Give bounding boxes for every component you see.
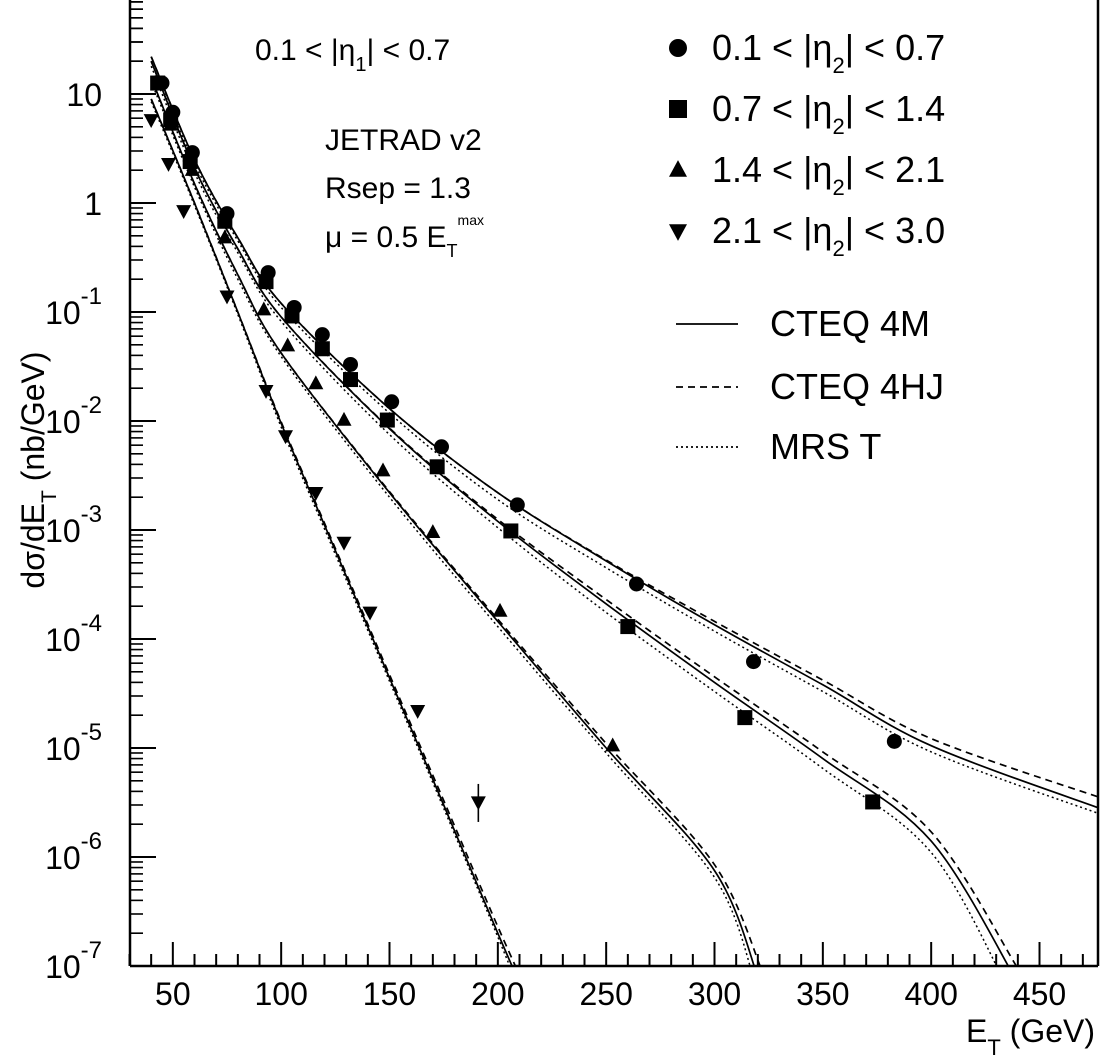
curve-mrst: [150, 101, 511, 966]
y-tick-label: 10-4: [45, 610, 102, 658]
legend-marker-series-2: [669, 100, 687, 118]
data-point-series-4: [161, 157, 177, 172]
x-tick-label: 350: [796, 976, 849, 1012]
data-point-series-4: [176, 205, 192, 219]
data-point-series-1: [509, 497, 525, 513]
rsep-annotation: Rsep = 1.3: [325, 172, 471, 205]
legend-marker-series-3: [669, 160, 687, 177]
data-point-series-3: [605, 737, 621, 752]
data-point-series-4: [362, 606, 378, 621]
y-tick-label: 10-6: [45, 828, 102, 876]
axis-ticks: [128, 1, 1084, 967]
data-points: [143, 75, 902, 822]
data-point-series-4: [219, 290, 235, 305]
data-point-series-2: [620, 619, 636, 635]
data-point-series-4: [410, 705, 426, 719]
curve-cteq4m: [150, 77, 756, 966]
data-point-series-3: [336, 411, 352, 426]
data-point-series-2: [379, 412, 395, 428]
y-tick-label: 10-1: [45, 283, 102, 331]
data-point-series-3: [425, 524, 441, 539]
legend-marker-series-4: [669, 224, 687, 241]
y-tick-label: 10-7: [45, 937, 102, 985]
scale-annotation: μ = 0.5 ETmax: [325, 212, 484, 261]
curve-cteq4hj: [150, 98, 517, 966]
data-point-series-2: [284, 308, 300, 324]
x-tick-label: 250: [579, 976, 632, 1012]
x-tick-label: 100: [254, 976, 307, 1012]
curve-mrst: [150, 60, 1098, 815]
data-point-series-3: [492, 602, 508, 617]
y-tick-label: 10-2: [45, 392, 102, 440]
data-point-series-4: [143, 114, 159, 129]
generator-annotation: JETRAD v2: [325, 124, 482, 157]
data-point-series-4: [258, 384, 274, 399]
y-tick-labels: 10-7 10-6 10-5 10-4 10-3 10-2 10-1 1 10: [45, 77, 102, 985]
data-point-series-3: [280, 337, 296, 352]
legend-label-series-3: 1.4 < |η2| < 2.1: [712, 149, 945, 200]
x-tick-label: 300: [688, 976, 741, 1012]
curve-cteq4hj: [150, 56, 1098, 798]
data-point-series-2: [150, 75, 166, 91]
eta1-cut-annotation: 0.1 < |η1| < 0.7: [255, 34, 450, 76]
data-point-series-4: [308, 487, 324, 501]
data-point-series-2: [865, 794, 881, 810]
legend-marker-series-1: [669, 39, 687, 57]
data-point-series-2: [429, 459, 445, 475]
x-tick-labels: 50 100 150 200 250 300 350 400 450: [155, 976, 1066, 1012]
x-tick-label: 50: [155, 976, 191, 1012]
data-point-series-3: [308, 375, 324, 390]
y-tick-label: 1: [84, 186, 102, 222]
legend-line-label: CTEQ 4HJ: [770, 366, 944, 407]
legend-label-series-4: 2.1 < |η2| < 3.0: [712, 210, 945, 261]
y-tick-label: 10-5: [45, 719, 102, 767]
legend-line-label: CTEQ 4M: [770, 303, 930, 344]
curve-cteq4m: [150, 98, 513, 966]
data-point-series-1: [434, 439, 450, 455]
data-point-series-1: [314, 327, 330, 343]
data-point-series-2: [503, 523, 519, 539]
data-point-series-4: [336, 536, 352, 551]
curve-mrst: [150, 81, 751, 966]
x-tick-label: 150: [363, 976, 416, 1012]
data-point-series-1: [746, 654, 762, 670]
curve-cteq4m: [150, 56, 1098, 809]
x-tick-label: 450: [1013, 976, 1066, 1012]
data-point-series-2: [258, 274, 274, 290]
curve-cteq4hj: [150, 77, 762, 966]
curve-cteq4hj: [150, 60, 1018, 966]
y-axis-title: dσ/dET (nb/GeV): [15, 351, 61, 588]
legend-label-series-2: 0.7 < |η2| < 1.4: [712, 88, 945, 139]
y-tick-label: 10: [66, 77, 102, 113]
data-point-series-2: [343, 372, 359, 388]
data-point-series-2: [314, 341, 330, 357]
data-point-series-4: [470, 796, 486, 811]
data-point-series-1: [384, 394, 400, 410]
curve-cteq4m: [150, 60, 1010, 966]
x-axis-title: ET (GeV): [966, 1013, 1095, 1057]
data-point-series-1: [629, 576, 645, 592]
data-point-series-2: [217, 213, 233, 229]
x-tick-label: 400: [904, 976, 957, 1012]
data-point-series-1: [886, 733, 902, 749]
data-point-series-3: [163, 116, 179, 131]
data-point-series-2: [737, 710, 753, 726]
legend-label-series-1: 0.1 < |η2| < 0.7: [712, 27, 945, 78]
curve-mrst: [150, 65, 998, 966]
data-point-series-4: [278, 430, 294, 445]
y-tick-label: 10-3: [45, 501, 102, 549]
legend: 0.1 < |η2| < 0.7 0.7 < |η2| < 1.4 1.4 < |η…: [669, 27, 945, 467]
data-point-series-1: [343, 356, 359, 372]
data-point-series-3: [184, 161, 200, 176]
legend-line-label: MRS T: [770, 426, 881, 467]
data-point-series-3: [375, 462, 391, 477]
x-tick-label: 200: [471, 976, 524, 1012]
data-point-series-3: [256, 301, 272, 316]
data-point-series-3: [217, 229, 233, 244]
theory-curves: [150, 56, 1098, 966]
